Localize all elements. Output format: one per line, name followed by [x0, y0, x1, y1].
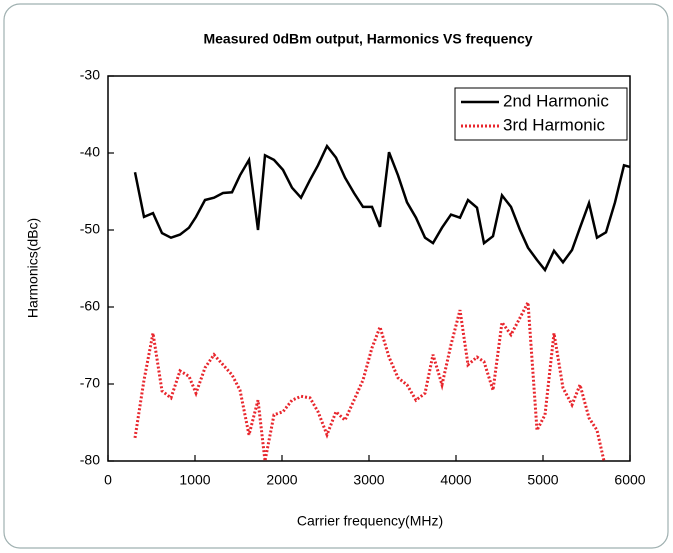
y-tick-label: -80: [80, 452, 100, 468]
frame: [3, 3, 669, 549]
chart-title: Measured 0dBm output, Harmonics VS frequ…: [203, 31, 532, 47]
legend-box: [454, 87, 628, 141]
x-tick-label: 4000: [440, 472, 471, 488]
x-tick-label: 5000: [527, 472, 558, 488]
x-tick-label: 0: [104, 472, 112, 488]
legend-label: 2nd Harmonic: [503, 91, 609, 110]
x-tick-label: 1000: [179, 472, 210, 488]
x-tick-label: 6000: [614, 472, 645, 488]
x-tick-label: 3000: [353, 472, 384, 488]
y-tick-label: -70: [80, 375, 100, 391]
y-tick-label: -40: [80, 144, 100, 160]
y-tick-label: -30: [80, 67, 100, 83]
y-tick-label: -50: [80, 221, 100, 237]
x-tick-label: 2000: [266, 472, 297, 488]
series-line: [133, 143, 631, 273]
legend-label: 3rd Harmonic: [503, 115, 606, 134]
y-tick-label: -60: [80, 298, 100, 314]
y-axis-label: Harmonics(dBc): [25, 218, 41, 318]
x-axis-label: Carrier frequency(MHz): [297, 513, 443, 529]
series-line: [133, 296, 606, 462]
